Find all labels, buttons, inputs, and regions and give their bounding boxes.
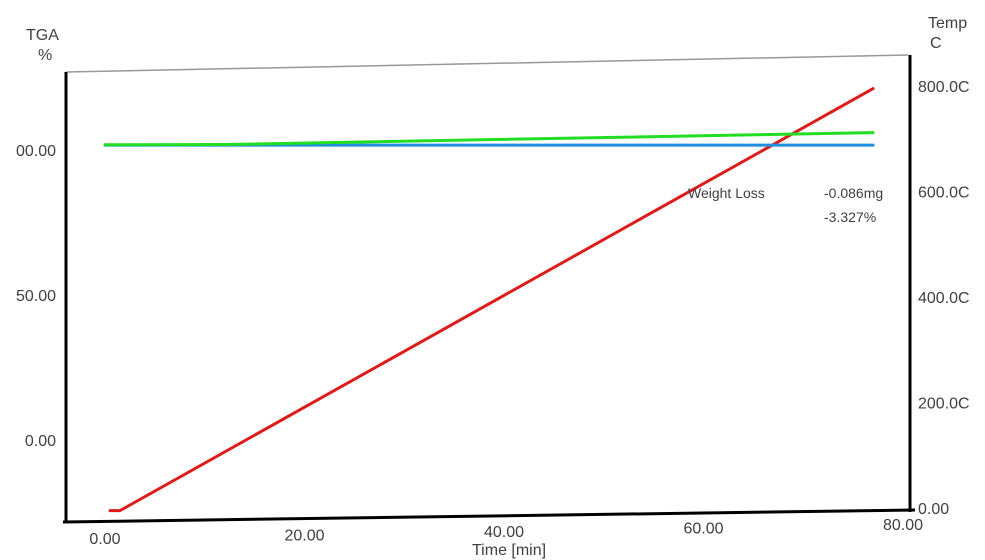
x-tick-label: 40.00 bbox=[484, 524, 524, 541]
right-tick-label: 0.00 bbox=[918, 501, 949, 518]
right-tick-label: 200.0C bbox=[918, 396, 970, 413]
left-axis-title-line1: TGA bbox=[26, 27, 59, 44]
x-tick-label: 80.00 bbox=[883, 517, 923, 534]
right-tick-label: 400.0C bbox=[918, 290, 970, 307]
left-axis-title-line2: % bbox=[38, 47, 52, 64]
temperature-line bbox=[108, 87, 875, 513]
weight-loss-mass: -0.086mg bbox=[824, 185, 883, 201]
plot-top-border bbox=[65, 54, 909, 73]
x-tick-label: 0.00 bbox=[89, 531, 120, 548]
right-tick-label: 800.0C bbox=[918, 79, 970, 96]
weight-loss-label: Weight Loss bbox=[688, 185, 765, 201]
x-tick-label: 20.00 bbox=[284, 528, 324, 545]
series-group bbox=[103, 87, 875, 513]
tga-measured-line bbox=[103, 131, 875, 147]
left-tick-label: 50.00 bbox=[16, 288, 56, 305]
right-tick-labels: 0.00 200.0C 400.0C 600.0C 800.0C bbox=[918, 79, 970, 518]
right-axis-title-line1: Temp bbox=[928, 15, 967, 32]
weight-loss-percent: -3.327% bbox=[824, 209, 876, 225]
left-tick-label: 0.00 bbox=[25, 433, 56, 450]
right-tick-label: 600.0C bbox=[918, 185, 970, 202]
left-tick-labels: 0.00 50.00 00.00 bbox=[16, 143, 56, 450]
x-tick-labels: 0.00 20.00 40.00 60.00 80.00 bbox=[89, 517, 923, 548]
x-axis-title: Time [min] bbox=[472, 542, 546, 559]
left-tick-label: 00.00 bbox=[16, 143, 56, 160]
bottom-axis-line bbox=[62, 508, 916, 524]
x-tick-label: 60.00 bbox=[683, 521, 723, 538]
right-axis-title-line2: C bbox=[930, 35, 942, 52]
